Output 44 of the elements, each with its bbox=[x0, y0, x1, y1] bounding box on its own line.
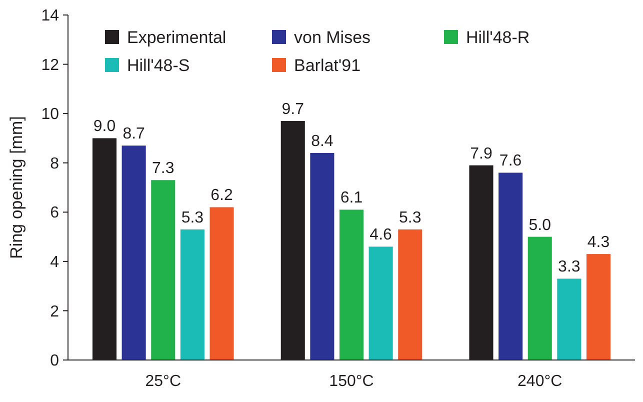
legend-label: von Mises bbox=[294, 28, 371, 47]
x-tick-label: 150°C bbox=[329, 373, 374, 390]
y-tick-label: 8 bbox=[50, 155, 60, 172]
y-tick-label: 10 bbox=[41, 106, 60, 124]
bar bbox=[310, 153, 334, 360]
data-label: 3.3 bbox=[558, 258, 580, 276]
y-tick-label: 14 bbox=[41, 8, 60, 25]
bar bbox=[180, 229, 204, 360]
legend-label: Hill'48-R bbox=[466, 28, 530, 47]
data-label: 5.3 bbox=[398, 209, 422, 226]
data-label: 4.3 bbox=[587, 234, 610, 252]
bar bbox=[122, 146, 146, 360]
data-label: 7.3 bbox=[152, 160, 174, 178]
bar bbox=[210, 207, 234, 360]
data-label: 6.1 bbox=[340, 190, 363, 207]
data-label: 9.0 bbox=[93, 118, 116, 136]
y-axis-title: Ring opening [mm] bbox=[7, 116, 26, 259]
bar bbox=[368, 246, 393, 360]
y-tick-label: 6 bbox=[50, 204, 60, 222]
bar bbox=[586, 254, 611, 360]
x-tick-label: 25°C bbox=[145, 373, 182, 390]
bar bbox=[339, 210, 364, 360]
legend-label: Hill'48-S bbox=[127, 56, 190, 75]
data-label: 5.3 bbox=[181, 209, 204, 226]
legend-label: Barlat'91 bbox=[294, 56, 361, 75]
y-tick-label: 4 bbox=[50, 254, 60, 272]
bar bbox=[557, 278, 582, 360]
data-label: 7.6 bbox=[499, 152, 522, 170]
bar bbox=[398, 229, 422, 360]
y-tick-label: 0 bbox=[50, 352, 60, 370]
bar bbox=[151, 180, 176, 360]
x-tick-label: 240°C bbox=[518, 373, 562, 390]
data-label: 4.6 bbox=[370, 226, 392, 244]
data-label: 7.9 bbox=[470, 145, 492, 162]
legend-label: Experimental bbox=[127, 28, 226, 47]
bar bbox=[528, 236, 552, 360]
data-label: 8.7 bbox=[122, 126, 146, 143]
y-tick-label: 12 bbox=[41, 56, 60, 74]
y-tick-label: 2 bbox=[50, 303, 60, 320]
data-label: 9.7 bbox=[282, 100, 304, 118]
data-label: 8.4 bbox=[311, 133, 334, 150]
data-label: 6.2 bbox=[210, 187, 233, 204]
data-label: 5.0 bbox=[528, 216, 552, 234]
bar bbox=[498, 172, 523, 360]
